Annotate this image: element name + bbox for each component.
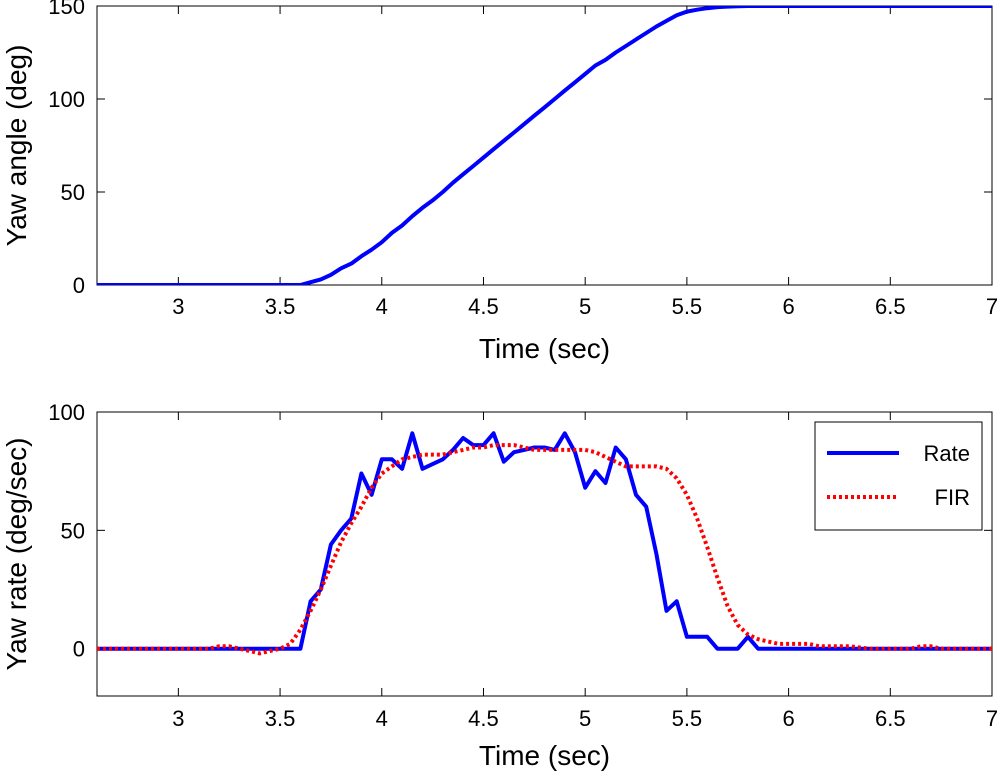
yaw-rate-plot: 3 3.5 4 4.5 5 5.5 6 6.5 7 0 50 100 Time (sec) Yaw rat… — [1, 400, 998, 771]
x-tick-label: 4.5 — [468, 294, 499, 319]
y-tick-label: 100 — [48, 87, 85, 112]
x-tick-label: 6.5 — [875, 706, 906, 731]
series-group — [97, 6, 992, 285]
x-tick-label: 6 — [782, 294, 794, 319]
x-axis-label: Time (sec) — [479, 740, 610, 771]
legend: Rate FIR — [814, 421, 983, 531]
x-tick-label: 4 — [376, 294, 388, 319]
yaw-angle-plot: 3 3.5 4 4.5 5 5.5 6 6.5 7 0 50 100 150 Time (sec) Yaw … — [1, 0, 998, 364]
series-group — [97, 431, 992, 656]
axes-frame — [96, 411, 993, 697]
x-tick-label: 5.5 — [672, 294, 703, 319]
x-tick-label: 5.5 — [672, 706, 703, 731]
x-tick-label: 4 — [376, 706, 388, 731]
x-tick-label: 3.5 — [265, 294, 296, 319]
axes-frame — [96, 5, 993, 286]
y-tick-label: 50 — [61, 518, 85, 543]
x-tick-label: 3.5 — [265, 706, 296, 731]
legend-label-rate: Rate — [924, 441, 970, 466]
y-axis-label: Yaw rate (deg/sec) — [1, 438, 32, 671]
x-tick-label: 3 — [172, 294, 184, 319]
y-tick-label: 50 — [61, 180, 85, 205]
x-tick-label: 7 — [986, 706, 998, 731]
y-tick-label: 100 — [48, 400, 85, 425]
x-tick-label: 6.5 — [875, 294, 906, 319]
x-tick-label: 7 — [986, 294, 998, 319]
y-tick-label: 150 — [48, 0, 85, 19]
x-tick-label: 4.5 — [468, 706, 499, 731]
x-tick-label: 6 — [782, 706, 794, 731]
series-line — [97, 6, 992, 285]
legend-box — [814, 421, 983, 531]
x-axis-label: Time (sec) — [479, 333, 610, 364]
x-tick-label: 3 — [172, 706, 184, 731]
series-line-fir — [97, 443, 992, 656]
y-axis-label: Yaw angle (deg) — [1, 45, 32, 247]
x-tick-label: 5 — [579, 294, 591, 319]
x-tick-label: 5 — [579, 706, 591, 731]
legend-label-fir: FIR — [935, 485, 970, 510]
y-tick-label: 0 — [73, 273, 85, 298]
y-tick-label: 0 — [73, 637, 85, 662]
